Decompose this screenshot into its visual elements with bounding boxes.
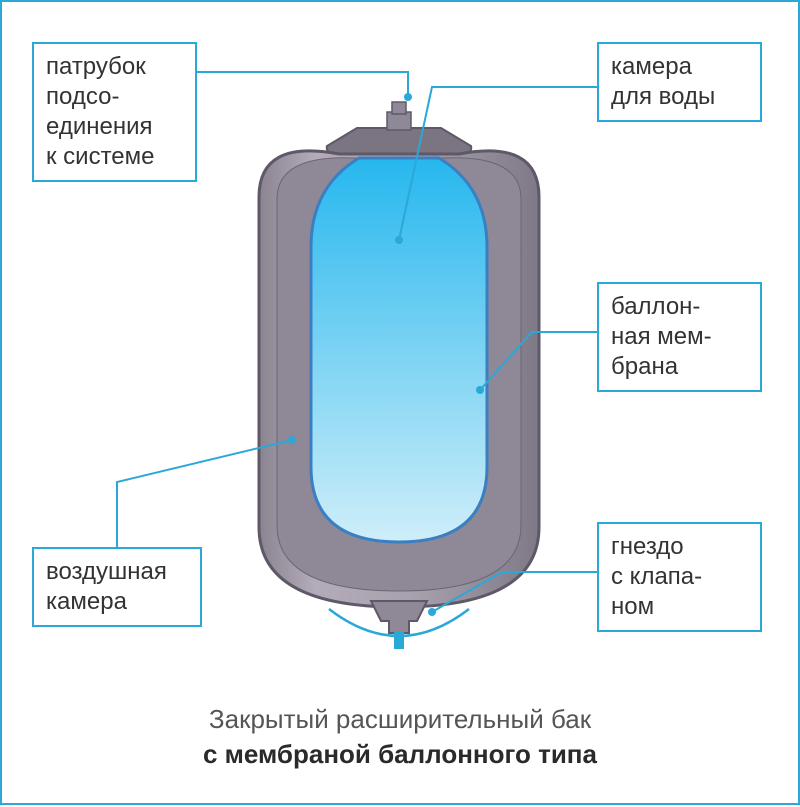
label-water: камерадля воды — [597, 42, 762, 122]
caption: Закрытый расширительный бак с мембраной … — [2, 702, 798, 772]
caption-line2: с мембраной баллонного типа — [203, 739, 597, 769]
diagram-canvas: патрубокподсо-единенияк системе камерадл… — [0, 0, 800, 805]
label-membrane: баллон-ная мем-брана — [597, 282, 762, 392]
label-air: воздушнаякамера — [32, 547, 202, 627]
label-pipe: патрубокподсо-единенияк системе — [32, 42, 197, 182]
caption-line1: Закрытый расширительный бак — [209, 704, 591, 734]
label-valve: гнездос клапа-ном — [597, 522, 762, 632]
